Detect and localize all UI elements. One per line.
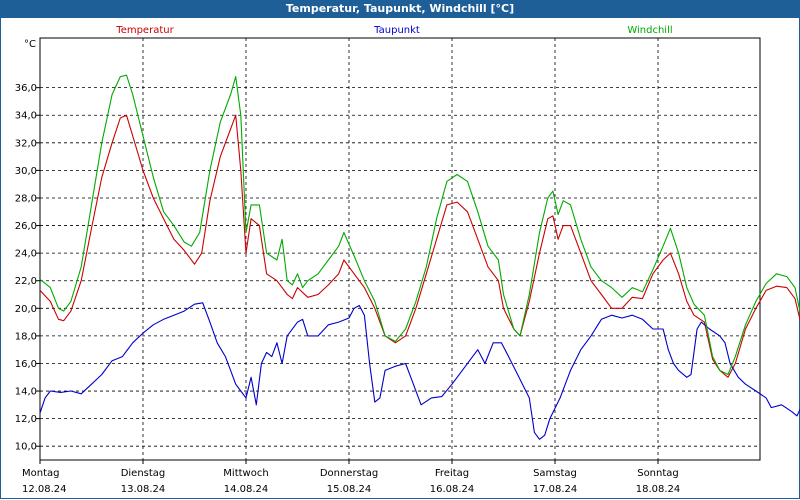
x-tick-label-day: Montag bbox=[22, 468, 59, 479]
x-tick-label-date: 15.08.24 bbox=[327, 484, 372, 495]
y-tick-label: 36,0 bbox=[15, 83, 37, 94]
y-tick-label: 12,0 bbox=[15, 414, 37, 425]
x-tick-label-day: Samstag bbox=[533, 468, 577, 479]
y-tick-label: 16,0 bbox=[15, 359, 37, 370]
y-tick-label: 18,0 bbox=[15, 331, 37, 342]
legend-entry-temperatur: Temperatur bbox=[115, 25, 174, 36]
x-tick-label-date: 13.08.24 bbox=[121, 484, 166, 495]
y-tick-label: 14,0 bbox=[15, 387, 37, 398]
x-tick-label-day: Sonntag bbox=[637, 468, 679, 479]
x-tick-label-date: 14.08.24 bbox=[224, 484, 269, 495]
y-tick-label: 10,0 bbox=[15, 442, 37, 453]
y-tick-label: 26,0 bbox=[15, 221, 37, 232]
x-tick-label-date: 12.08.24 bbox=[22, 484, 67, 495]
y-tick-label: 32,0 bbox=[15, 138, 37, 149]
y-tick-label: 28,0 bbox=[15, 193, 37, 204]
legend-entry-taupunkt: Taupunkt bbox=[373, 25, 420, 36]
y-tick-label: 22,0 bbox=[15, 276, 37, 287]
series-line-windchill bbox=[39, 74, 800, 376]
y-axis-label: °C bbox=[24, 39, 36, 50]
x-tick-label-day: Mittwoch bbox=[223, 468, 268, 479]
series-line-taupunkt bbox=[39, 302, 800, 440]
x-tick-label-date: 16.08.24 bbox=[430, 484, 475, 495]
y-tick-label: 34,0 bbox=[15, 111, 37, 122]
x-tick-label-date: 18.08.24 bbox=[636, 484, 681, 495]
chart-title: Temperatur, Taupunkt, Windchill [°C] bbox=[0, 0, 800, 18]
series-line-temperatur bbox=[39, 114, 800, 378]
y-tick-label: 20,0 bbox=[15, 304, 37, 315]
y-tick-label: 30,0 bbox=[15, 166, 37, 177]
legend-entry-windchill: Windchill bbox=[627, 25, 672, 36]
x-tick-label-day: Freitag bbox=[435, 468, 469, 479]
x-tick-label-day: Dienstag bbox=[121, 468, 166, 479]
x-tick-label-day: Donnerstag bbox=[320, 468, 378, 479]
x-tick-label-date: 17.08.24 bbox=[533, 484, 578, 495]
y-tick-label: 24,0 bbox=[15, 249, 37, 260]
plot-area bbox=[39, 37, 761, 461]
